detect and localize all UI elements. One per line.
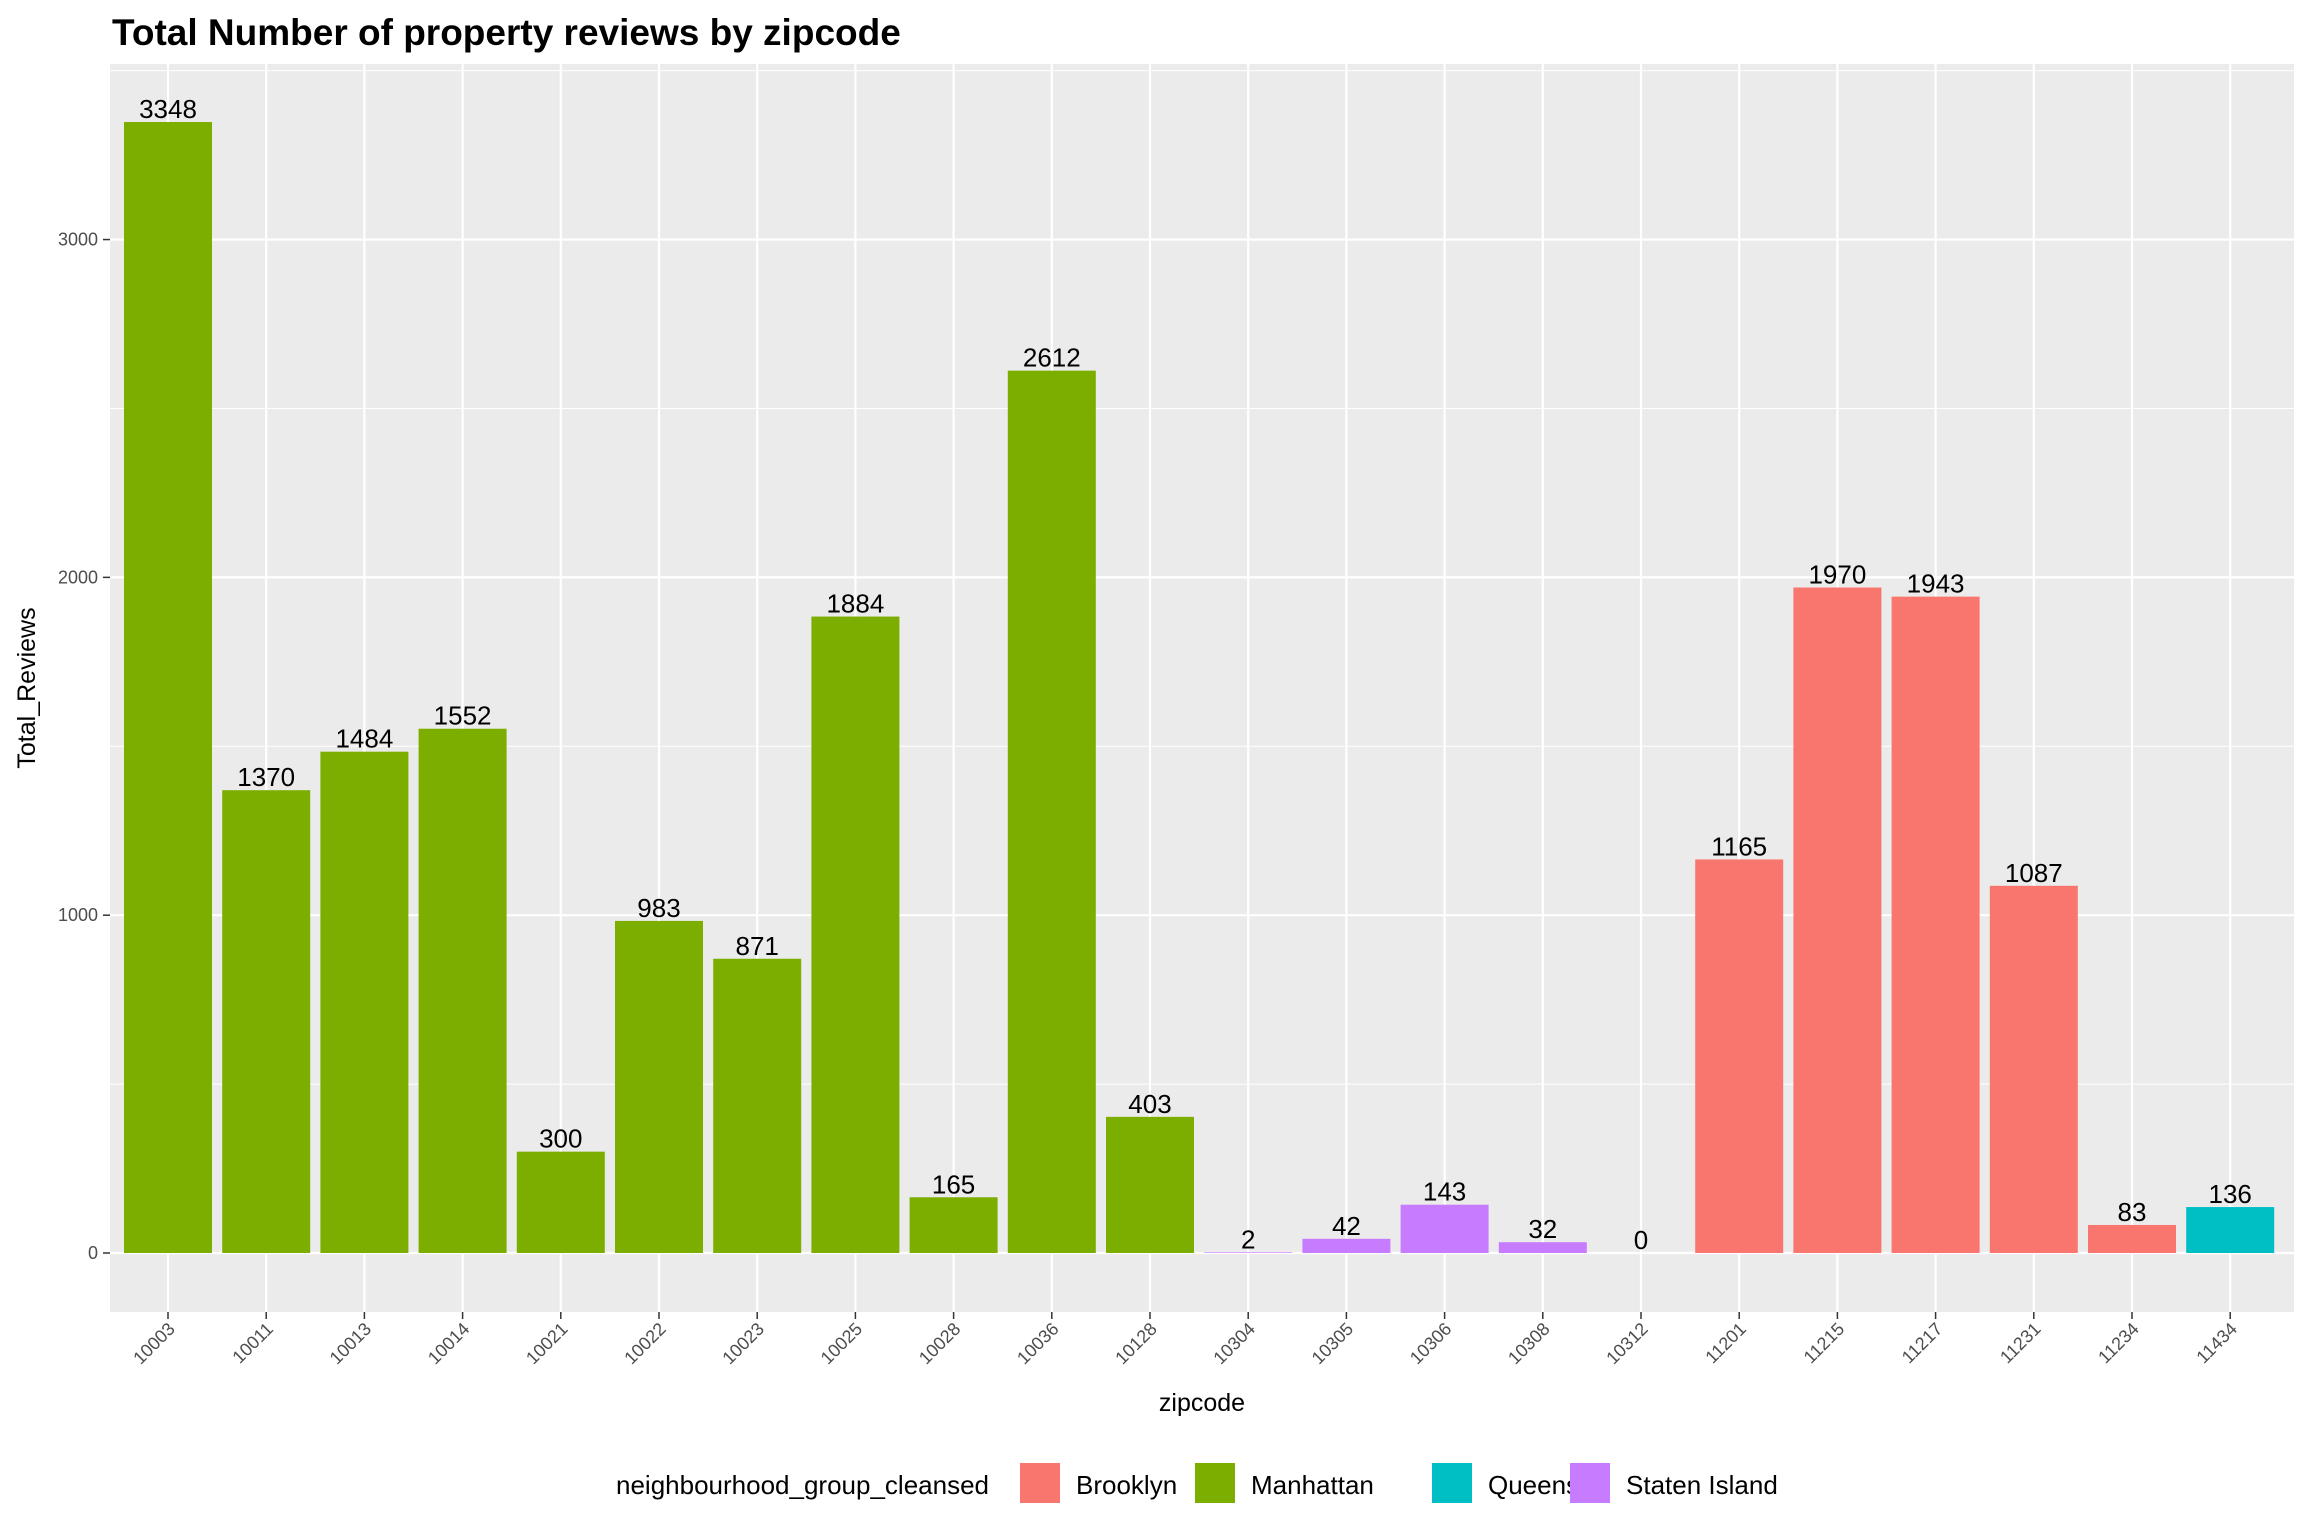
data-label-10312: 0 [1634, 1225, 1648, 1255]
legend-key-brooklyn [1020, 1463, 1060, 1503]
legend-key-staten-island [1570, 1463, 1610, 1503]
y-tick-label: 3000 [58, 230, 98, 250]
data-label-10036: 2612 [1023, 343, 1081, 373]
bar-10003 [124, 122, 212, 1253]
bar-11234 [2088, 1224, 2176, 1253]
y-axis-title: Total_Reviews [13, 607, 41, 768]
x-axis: 10003 10011 10013 10014 10021 10022 10023 10025… [129, 1312, 2241, 1368]
bar-10014 [418, 728, 507, 1253]
legend: neighbourhood_group_cleansed Brooklyn Man… [616, 1463, 1778, 1503]
x-tick-label-10011: 10011 [228, 1319, 277, 1368]
x-tick-label-10308: 10308 [1504, 1319, 1554, 1369]
data-label-11234: 83 [2118, 1197, 2147, 1227]
bars [124, 122, 2275, 1253]
legend-label-brooklyn: Brooklyn [1076, 1470, 1177, 1500]
bar-10025 [811, 616, 900, 1253]
bar-10036 [1007, 370, 1096, 1253]
data-label-10023: 871 [736, 931, 779, 961]
x-tick-label-10003: 10003 [129, 1319, 179, 1369]
x-tick-label-10128: 10128 [1111, 1319, 1161, 1369]
y-axis: 0 1000 2000 3000 [58, 230, 110, 1263]
legend-title: neighbourhood_group_cleansed [616, 1470, 989, 1500]
data-label-10306: 143 [1423, 1177, 1466, 1207]
x-tick-label-10025: 10025 [817, 1319, 867, 1369]
y-tick-label: 1000 [58, 905, 98, 925]
bar-10304 [1204, 1252, 1293, 1253]
x-tick-label-10312: 10312 [1602, 1319, 1652, 1369]
x-tick-label-10021: 10021 [522, 1319, 572, 1369]
legend-label-manhattan: Manhattan [1251, 1470, 1374, 1500]
x-tick-label-10305: 10305 [1308, 1319, 1358, 1369]
data-label-10022: 983 [637, 893, 680, 923]
x-tick-label-11234: 11234 [2094, 1319, 2143, 1368]
bar-10022 [615, 920, 703, 1253]
chart-title: Total Number of property reviews by zipc… [112, 12, 901, 53]
x-axis-title: zipcode [1159, 1389, 1245, 1417]
legend-label-staten-island: Staten Island [1626, 1470, 1778, 1500]
data-label-11231: 1087 [2005, 858, 2063, 888]
y-tick-label: 2000 [58, 567, 98, 587]
bar-10306 [1400, 1204, 1489, 1253]
data-label-11217: 1943 [1907, 569, 1965, 599]
x-tick-label-10013: 10013 [326, 1319, 376, 1369]
data-label-11201: 1165 [1711, 831, 1767, 861]
data-label-10305: 42 [1332, 1211, 1361, 1241]
bar-10308 [1498, 1242, 1587, 1253]
bar-10011 [222, 790, 311, 1253]
data-label-10128: 403 [1128, 1089, 1171, 1119]
x-tick-label-11434: 11434 [2192, 1319, 2241, 1368]
data-label-10014: 1552 [434, 701, 492, 731]
data-label-11215: 1970 [1808, 560, 1866, 590]
data-label-10028: 165 [932, 1169, 975, 1199]
bar-10013 [320, 751, 409, 1253]
data-label-10025: 1884 [826, 589, 884, 619]
bar-11231 [1989, 885, 2078, 1253]
bar-11215 [1793, 587, 1882, 1253]
data-labels: 3348 1370 1484 1552 300 983 871 1884 165 2612 403 2… [139, 94, 2252, 1255]
data-label-10013: 1484 [335, 724, 393, 754]
x-tick-label-10036: 10036 [1013, 1319, 1063, 1369]
x-tick-label-11201: 11201 [1701, 1319, 1750, 1368]
x-tick-label-11215: 11215 [1800, 1319, 1849, 1368]
legend-key-manhattan [1195, 1463, 1235, 1503]
x-tick-label-10304: 10304 [1209, 1319, 1259, 1369]
legend-items: Brooklyn Manhattan Queens Staten Island [1020, 1463, 1778, 1503]
bar-10305 [1302, 1238, 1391, 1253]
x-tick-label-11217: 11217 [1898, 1319, 1947, 1368]
x-tick-label-10028: 10028 [915, 1319, 965, 1369]
bar-10021 [516, 1151, 605, 1253]
legend-label-queens: Queens [1488, 1470, 1579, 1500]
legend-key-queens [1432, 1463, 1472, 1503]
bar-10128 [1106, 1116, 1194, 1253]
data-label-10003: 3348 [139, 94, 197, 124]
x-tick-label-10306: 10306 [1406, 1319, 1456, 1369]
bar-11201 [1695, 859, 1784, 1253]
data-label-10308: 32 [1528, 1214, 1557, 1244]
data-label-10021: 300 [539, 1124, 582, 1154]
x-tick-label-10014: 10014 [424, 1319, 474, 1369]
x-tick-label-10023: 10023 [718, 1319, 768, 1369]
bar-11434 [2186, 1207, 2275, 1253]
x-tick-label-11231: 11231 [1996, 1319, 2045, 1368]
y-tick-label: 0 [88, 1243, 98, 1263]
bar-11217 [1891, 596, 1980, 1253]
data-label-11434: 136 [2209, 1179, 2252, 1209]
data-label-10011: 1370 [237, 762, 295, 792]
x-tick-label-10022: 10022 [620, 1319, 670, 1369]
bar-10023 [713, 958, 802, 1253]
bar-10028 [909, 1197, 998, 1253]
data-label-10304: 2 [1241, 1224, 1255, 1254]
